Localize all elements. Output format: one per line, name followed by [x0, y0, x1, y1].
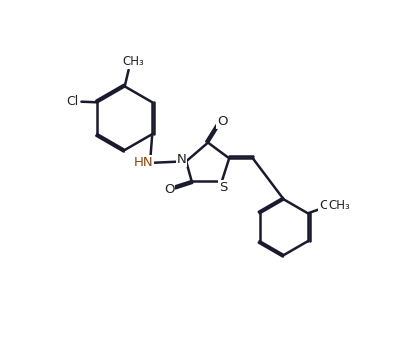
Text: HN: HN — [133, 156, 153, 169]
Text: O: O — [217, 115, 228, 128]
Text: O: O — [319, 199, 330, 212]
Text: O: O — [164, 183, 174, 196]
Text: CH₃: CH₃ — [122, 55, 144, 68]
Text: S: S — [219, 181, 227, 194]
Text: CH₃: CH₃ — [328, 199, 350, 212]
Text: N: N — [177, 153, 187, 166]
Text: Cl: Cl — [66, 95, 79, 108]
